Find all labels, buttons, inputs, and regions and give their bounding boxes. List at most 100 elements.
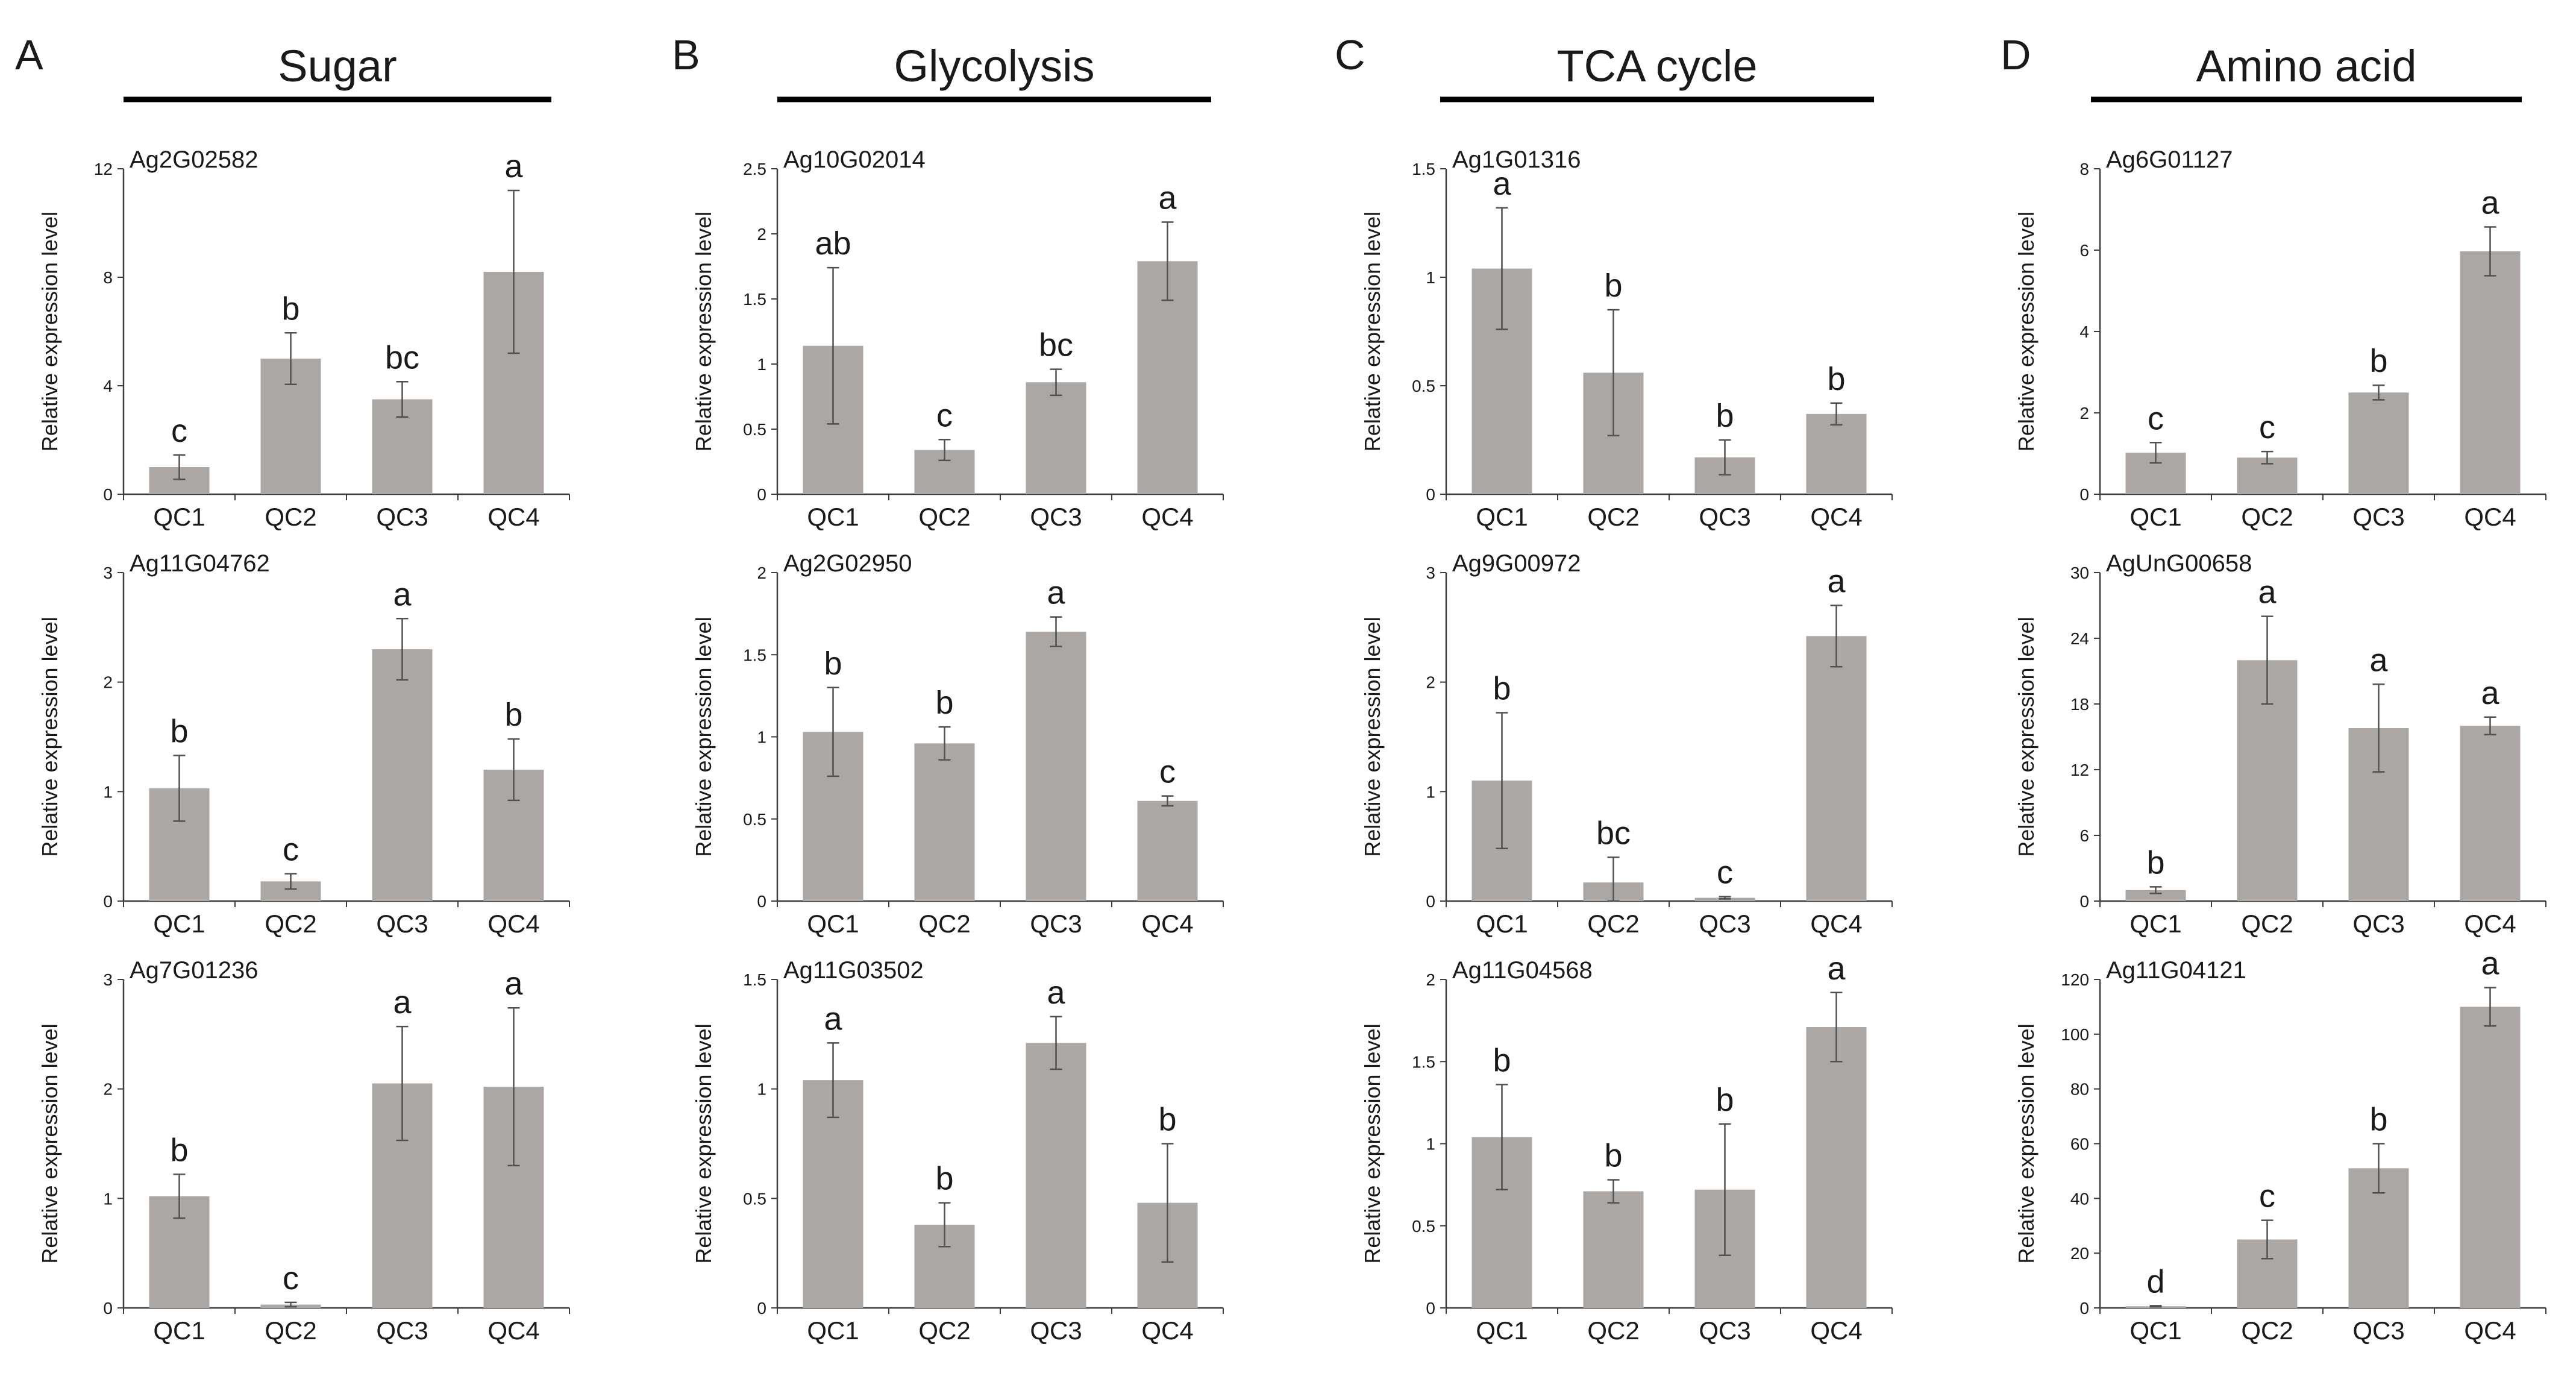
significance-label: ab — [815, 225, 851, 262]
significance-label: b — [170, 1132, 188, 1168]
error-bar-qc1 — [1496, 712, 1508, 850]
y-tick-label: 1.5 — [1412, 1052, 1435, 1071]
significance-label: b — [1604, 1137, 1622, 1173]
significance-label: c — [283, 1260, 299, 1296]
y-tick-label: 3 — [103, 564, 113, 582]
error-bar-qc1 — [2149, 886, 2162, 894]
gene-label: Ag11G04568 — [1452, 957, 1593, 984]
significance-label: b — [2369, 1102, 2387, 1138]
bar-qc3 — [1026, 1043, 1086, 1308]
x-category-label: QC4 — [487, 503, 539, 531]
significance-label: a — [2481, 185, 2499, 221]
y-tick-label: 8 — [103, 268, 113, 287]
y-tick-label: 20 — [2070, 1244, 2089, 1263]
panel-letter: D — [2001, 31, 2031, 78]
y-tick-label: 0 — [1426, 485, 1435, 504]
error-bar-qc4 — [1161, 795, 1174, 807]
significance-label: b — [1604, 268, 1622, 304]
gene-label: AgUnG00658 — [2106, 550, 2252, 577]
error-bar-qc1 — [1496, 1084, 1508, 1191]
panel-title: Amino acid — [2196, 41, 2416, 91]
significance-label: c — [1159, 754, 1176, 790]
x-category-label: QC2 — [1587, 910, 1639, 938]
x-category-label: QC3 — [2352, 910, 2404, 938]
x-category-label: QC3 — [1699, 1316, 1750, 1345]
y-tick-label: 1 — [103, 1189, 113, 1208]
significance-label: b — [170, 713, 188, 749]
significance-label: c — [2148, 400, 2164, 436]
bar-qc4 — [1806, 413, 1867, 494]
gene-label: Ag10G02014 — [783, 146, 926, 173]
y-tick-label: 0 — [1426, 1299, 1435, 1318]
significance-label: c — [171, 413, 187, 449]
gene-label: Ag1G01316 — [1452, 146, 1581, 173]
x-category-label: QC2 — [2241, 910, 2293, 938]
significance-label: a — [1827, 950, 1846, 987]
y-tick-label: 1 — [757, 1080, 766, 1099]
bar-qc1 — [2125, 890, 2186, 901]
panel-title: Sugar — [278, 41, 396, 91]
gene-label: Ag7G01236 — [130, 957, 259, 984]
x-category-label: QC3 — [376, 1316, 428, 1345]
chart-ag11g04568: Ag11G04568 Relative expression level 0 0.5 1… — [1360, 950, 1893, 1345]
significance-label: a — [504, 966, 523, 1002]
error-bar-qc4 — [2484, 716, 2496, 736]
y-tick-label: 2 — [103, 673, 113, 692]
bar-qc3 — [372, 649, 433, 901]
x-category-label: QC1 — [2129, 1316, 2181, 1345]
x-category-label: QC2 — [918, 503, 970, 531]
significance-label: bc — [1039, 327, 1073, 363]
error-bar-qc1 — [827, 266, 839, 425]
x-category-label: QC1 — [807, 503, 859, 531]
x-category-label: QC3 — [2352, 1316, 2404, 1345]
x-category-label: QC1 — [153, 910, 205, 938]
significance-label: a — [393, 984, 412, 1020]
bar-qc3 — [1026, 382, 1086, 494]
significance-label: b — [935, 685, 953, 721]
x-category-label: QC2 — [1587, 503, 1639, 531]
y-axis-label: Relative expression level — [691, 617, 716, 856]
y-axis-label: Relative expression level — [37, 212, 62, 451]
y-tick-label: 12 — [2070, 761, 2089, 779]
error-bar-qc3 — [1719, 439, 1731, 476]
y-axis-label: Relative expression level — [1360, 212, 1385, 451]
x-category-label: QC1 — [153, 503, 205, 531]
x-category-label: QC2 — [2241, 1316, 2293, 1345]
y-tick-label: 3 — [1426, 564, 1435, 582]
error-bar-qc4 — [2484, 987, 2496, 1027]
error-bar-qc2 — [2261, 615, 2274, 705]
chart-ag11g04762: Ag11G04762 Relative expression level 0 1 2 3 b… — [37, 550, 570, 938]
y-tick-label: 0.5 — [743, 810, 766, 829]
significance-label: b — [1827, 361, 1845, 397]
y-tick-label: 3 — [103, 970, 113, 989]
error-bar-qc1 — [173, 454, 186, 480]
significance-label: a — [1047, 975, 1065, 1011]
x-category-label: QC3 — [1030, 503, 1082, 531]
y-tick-label: 30 — [2070, 564, 2089, 582]
chart-ag10g02014: Ag10G02014 Relative expression level 0 0.5 1… — [691, 146, 1224, 531]
y-axis-label: Relative expression level — [37, 617, 62, 856]
chart-ag2g02950: Ag2G02950 Relative expression level 0 0.5 1 1… — [691, 550, 1224, 938]
error-bar-qc4 — [1161, 221, 1174, 301]
chart-ag6g01127: Ag6G01127 Relative expression level 0 2 4 6 8 c… — [2014, 146, 2546, 531]
error-bar-qc2 — [938, 726, 951, 761]
significance-label: a — [1158, 180, 1177, 216]
significance-label: d — [2146, 1263, 2164, 1299]
y-tick-label: 2 — [757, 564, 766, 582]
y-tick-label: 0 — [2079, 892, 2089, 911]
panel-letter: A — [15, 31, 43, 78]
error-bar-qc4 — [507, 189, 520, 354]
error-bar-qc2 — [2261, 450, 2274, 465]
significance-label: b — [504, 697, 522, 733]
y-axis-label: Relative expression level — [37, 1023, 62, 1263]
significance-label: b — [1493, 1042, 1511, 1078]
y-tick-label: 0.5 — [1412, 1217, 1435, 1236]
bar-qc2 — [1583, 1191, 1644, 1308]
error-bar-qc3 — [1719, 1123, 1731, 1257]
error-bar-qc3 — [396, 618, 409, 681]
error-bar-qc4 — [1830, 402, 1843, 426]
chart-ag2g02582: Ag2G02582 Relative expression level 0 4 8 12 c… — [37, 146, 570, 531]
panel-letter: C — [1335, 31, 1365, 78]
y-tick-label: 2 — [1426, 970, 1435, 989]
panel-c: C TCA cycle Ag1G01316 Relative expression l… — [1335, 31, 1893, 1345]
